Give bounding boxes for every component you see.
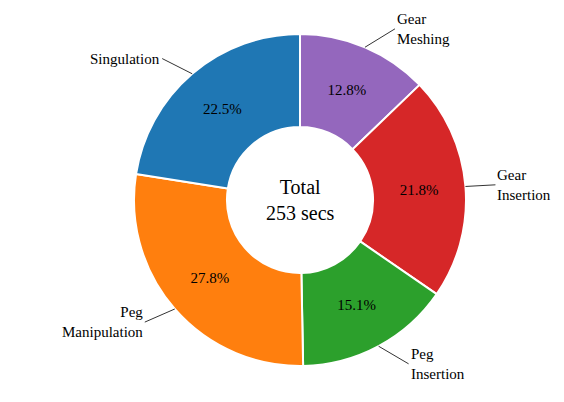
svg-text:22.5%: 22.5% bbox=[203, 101, 242, 117]
svg-text:Total253 secs: Total253 secs bbox=[266, 176, 335, 224]
svg-text:GearInsertion: GearInsertion bbox=[497, 167, 551, 203]
svg-text:27.8%: 27.8% bbox=[190, 270, 229, 286]
svg-text:PegInsertion: PegInsertion bbox=[411, 346, 465, 382]
svg-text:Singulation: Singulation bbox=[90, 51, 160, 67]
svg-text:GearMeshing: GearMeshing bbox=[397, 11, 450, 47]
svg-text:12.8%: 12.8% bbox=[327, 82, 366, 98]
svg-text:15.1%: 15.1% bbox=[337, 297, 376, 313]
svg-text:PegManipulation: PegManipulation bbox=[62, 304, 143, 340]
svg-text:21.8%: 21.8% bbox=[400, 182, 439, 198]
